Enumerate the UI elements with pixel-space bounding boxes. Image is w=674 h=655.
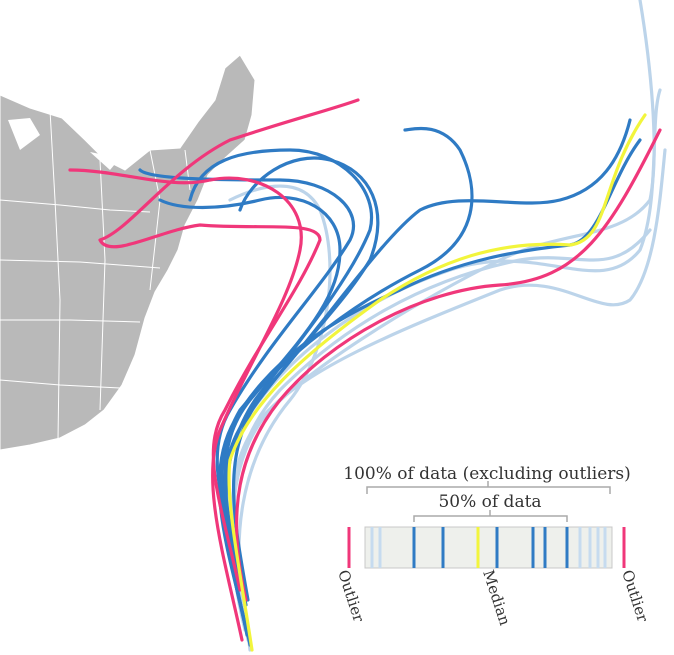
- tracks: [68, 0, 667, 652]
- legend-ticks: [347, 527, 626, 568]
- inner-label: 50% of data: [438, 492, 541, 512]
- inner-bracket: [413, 510, 568, 522]
- outlier-label: Outlier: [334, 568, 368, 625]
- land: [0, 54, 256, 451]
- legend: 100% of data (excluding outliers) 50% of…: [334, 464, 652, 628]
- legend-box: [364, 526, 613, 569]
- median-label: Median: [479, 568, 514, 628]
- outer-bracket: [366, 481, 611, 494]
- outer-label: 100% of data (excluding outliers): [343, 464, 631, 484]
- outlier-label: Outlier: [618, 568, 652, 625]
